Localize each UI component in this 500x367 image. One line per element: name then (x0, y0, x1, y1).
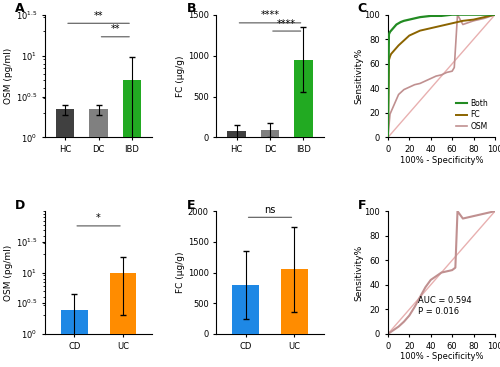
Bar (228, 131, 246, 138)
Text: ns: ns (264, 205, 276, 215)
Text: **: ** (94, 11, 104, 21)
Bar (232, 285, 259, 334)
Y-axis label: OSM (pg/ml): OSM (pg/ml) (4, 48, 13, 104)
Text: **: ** (110, 24, 120, 34)
Y-axis label: FC (μg/g): FC (μg/g) (176, 55, 185, 97)
Text: D: D (15, 199, 25, 212)
Bar (61, 309, 88, 367)
Text: B: B (186, 3, 196, 15)
Text: E: E (186, 199, 195, 212)
Y-axis label: Sensitivity%: Sensitivity% (354, 48, 363, 104)
Bar (110, 273, 136, 367)
Y-axis label: OSM (pg/ml): OSM (pg/ml) (4, 244, 13, 301)
Legend: Both, FC, OSM: Both, FC, OSM (453, 96, 491, 134)
Text: ****: **** (260, 10, 280, 21)
Bar (261, 130, 279, 138)
Text: AUC = 0.594
P = 0.016: AUC = 0.594 P = 0.016 (418, 296, 472, 316)
Bar (294, 60, 312, 138)
Bar (90, 109, 108, 367)
Bar (281, 269, 307, 334)
Y-axis label: Sensitivity%: Sensitivity% (354, 244, 363, 301)
X-axis label: 100% - Specificity%: 100% - Specificity% (400, 352, 483, 361)
Text: F: F (358, 199, 366, 212)
Text: A: A (15, 3, 24, 15)
Text: C: C (358, 3, 367, 15)
X-axis label: 100% - Specificity%: 100% - Specificity% (400, 156, 483, 164)
Text: *: * (96, 214, 101, 224)
Text: ****: **** (277, 19, 296, 29)
Bar (56, 109, 74, 367)
Bar (123, 80, 142, 367)
Y-axis label: FC (μg/g): FC (μg/g) (176, 252, 185, 293)
